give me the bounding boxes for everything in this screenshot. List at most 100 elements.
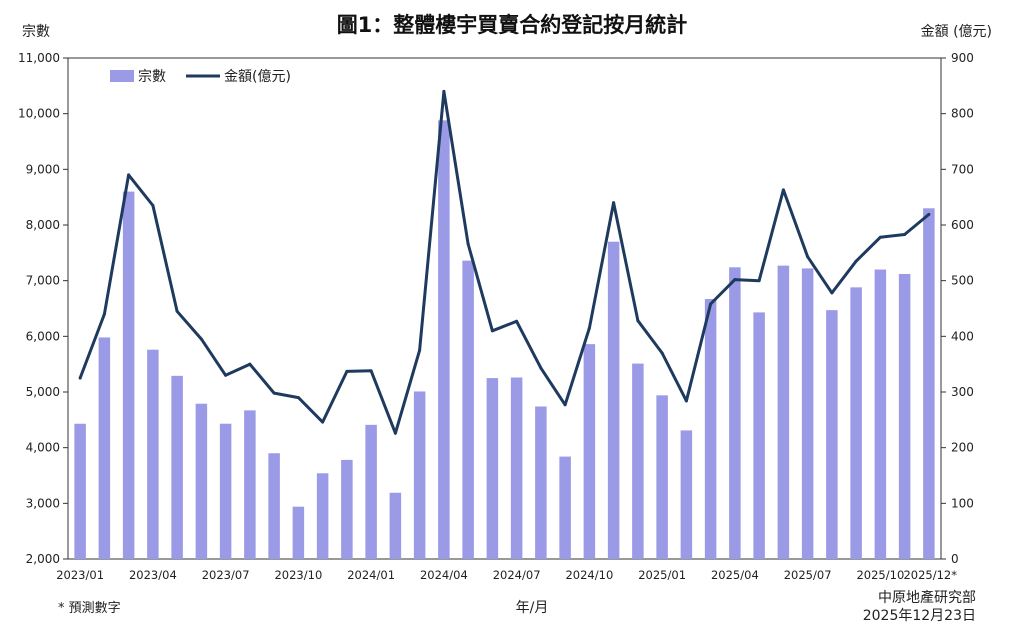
x-axis-label: 年/月: [516, 600, 549, 616]
bar-2024/01: [365, 424, 377, 559]
y-left-tick-label: 10,000: [18, 107, 60, 121]
y-right-tick-label: 700: [951, 162, 974, 176]
bar-2024/12: [632, 363, 644, 559]
y-left-tick-label: 11,000: [18, 51, 60, 65]
y-right-tick-label: 0: [951, 552, 959, 566]
line-point-2024/06: [490, 329, 494, 333]
bar-2024/02: [389, 492, 402, 559]
y-right-tick-label: 400: [951, 329, 974, 343]
y-right-tick-label: 600: [951, 218, 974, 232]
x-tick-label: 2024/01: [347, 568, 395, 582]
bar-2024/05: [462, 260, 474, 559]
line-point-2023/11: [321, 420, 325, 424]
series-line-amount: [78, 89, 930, 435]
y-right-tick-label: 300: [951, 385, 974, 399]
line-point-2024/12: [636, 319, 640, 323]
plot-area: 2,000 3,000 4,000 5,000 6,000 7,000 8,000 9,000…: [18, 51, 974, 582]
legend: 宗數 金額(億元): [110, 69, 291, 85]
bar-2024/10: [583, 344, 596, 559]
bar-2025/03: [704, 299, 717, 559]
line-point-2023/06: [199, 337, 203, 341]
chart-title: 圖1：整體樓宇買賣合約登記按月統計: [337, 13, 688, 37]
y-right-tick-label: 200: [951, 441, 974, 455]
line-point-2023/09: [272, 391, 276, 395]
line-point-2023/03: [127, 173, 131, 177]
line-point-2024/03: [418, 348, 422, 352]
bar-2024/08: [535, 406, 547, 559]
bar-2025/06: [777, 265, 790, 559]
bar-2024/07: [510, 377, 523, 559]
bar-2025/07: [801, 268, 814, 559]
y-right-tick-label: 800: [951, 107, 974, 121]
line-point-2025/02: [684, 399, 688, 403]
bar-2025/12*: [923, 208, 935, 560]
bar-2023/03: [122, 191, 135, 559]
x-tick-label: 2025/10: [856, 568, 904, 582]
footnote: * 預測數字: [58, 601, 121, 616]
bar-2024/09: [559, 456, 571, 559]
line-point-2024/08: [539, 366, 543, 370]
y-left-tick-label: 6,000: [26, 329, 60, 343]
y-right-tick-label: 900: [951, 51, 974, 65]
y-left-tick-label: 9,000: [26, 162, 60, 176]
x-tick-label: 2025/07: [784, 568, 832, 582]
line-point-2023/01: [78, 376, 82, 380]
y-left-tick-label: 4,000: [26, 441, 60, 455]
bar-2023/04: [147, 349, 159, 559]
bar-2023/09: [268, 453, 280, 559]
legend-label-amount: 金額(億元): [224, 69, 291, 85]
line-point-2023/08: [248, 362, 252, 366]
y-left-tick-label: 5,000: [26, 385, 60, 399]
bar-2025/05: [753, 312, 765, 559]
bar-2025/10: [874, 269, 887, 559]
line-point-2024/10: [587, 326, 591, 330]
x-tick-label: 2023/07: [202, 568, 250, 582]
bar-2025/11: [898, 273, 911, 559]
x-tick-label: 2023/10: [274, 568, 322, 582]
line-point-2024/05: [466, 242, 470, 246]
legend-swatch-count: [110, 70, 134, 82]
y-left-tick-label: 2,000: [26, 552, 60, 566]
line-point-2025/05: [757, 279, 761, 283]
bar-2023/10: [292, 506, 305, 559]
x-tick-label: 2025/01: [638, 568, 686, 582]
x-tick-label: 2023/01: [56, 568, 104, 582]
bar-2024/11: [607, 241, 620, 559]
line-point-2025/09: [854, 259, 858, 263]
y-left-tick-label: 3,000: [26, 496, 60, 510]
line-point-2025/03: [709, 302, 713, 306]
legend-label-count: 宗數: [138, 69, 166, 85]
line-point-2025/04: [733, 278, 737, 282]
x-tick-label: 2023/04: [129, 568, 177, 582]
bar-2023/05: [171, 375, 183, 559]
line-point-2025/11: [903, 232, 907, 236]
line-point-2025/01: [660, 351, 664, 355]
x-tick-label: 2025/12*: [903, 568, 957, 582]
x-tick-label: 2024/10: [565, 568, 613, 582]
plot-frame: [67, 57, 942, 560]
bar-2025/08: [826, 310, 838, 559]
line-point-2025/06: [781, 188, 785, 192]
line-point-2024/09: [563, 403, 567, 407]
y-left-tick-label: 8,000: [26, 218, 60, 232]
bar-2025/01: [656, 395, 668, 559]
line-point-2023/04: [151, 204, 155, 208]
x-tick-label: 2024/04: [420, 568, 468, 582]
line-point-2023/02: [102, 312, 106, 316]
bar-2023/06: [195, 403, 208, 559]
bar-2024/04: [438, 120, 450, 559]
source-label: 中原地產研究部: [878, 589, 976, 606]
y-right-tick-label: 500: [951, 274, 974, 288]
line-point-2023/12: [345, 369, 349, 373]
line-point-2025/07: [806, 255, 810, 259]
bar-2025/04: [729, 267, 741, 559]
line-point-2025/12*: [927, 212, 931, 216]
line-point-2024/02: [393, 431, 397, 435]
bar-2023/08: [244, 410, 256, 559]
line-point-2023/05: [175, 309, 179, 313]
x-tick-label: 2025/04: [711, 568, 759, 582]
bar-2023/02: [98, 337, 111, 559]
line-point-2023/07: [224, 373, 228, 377]
